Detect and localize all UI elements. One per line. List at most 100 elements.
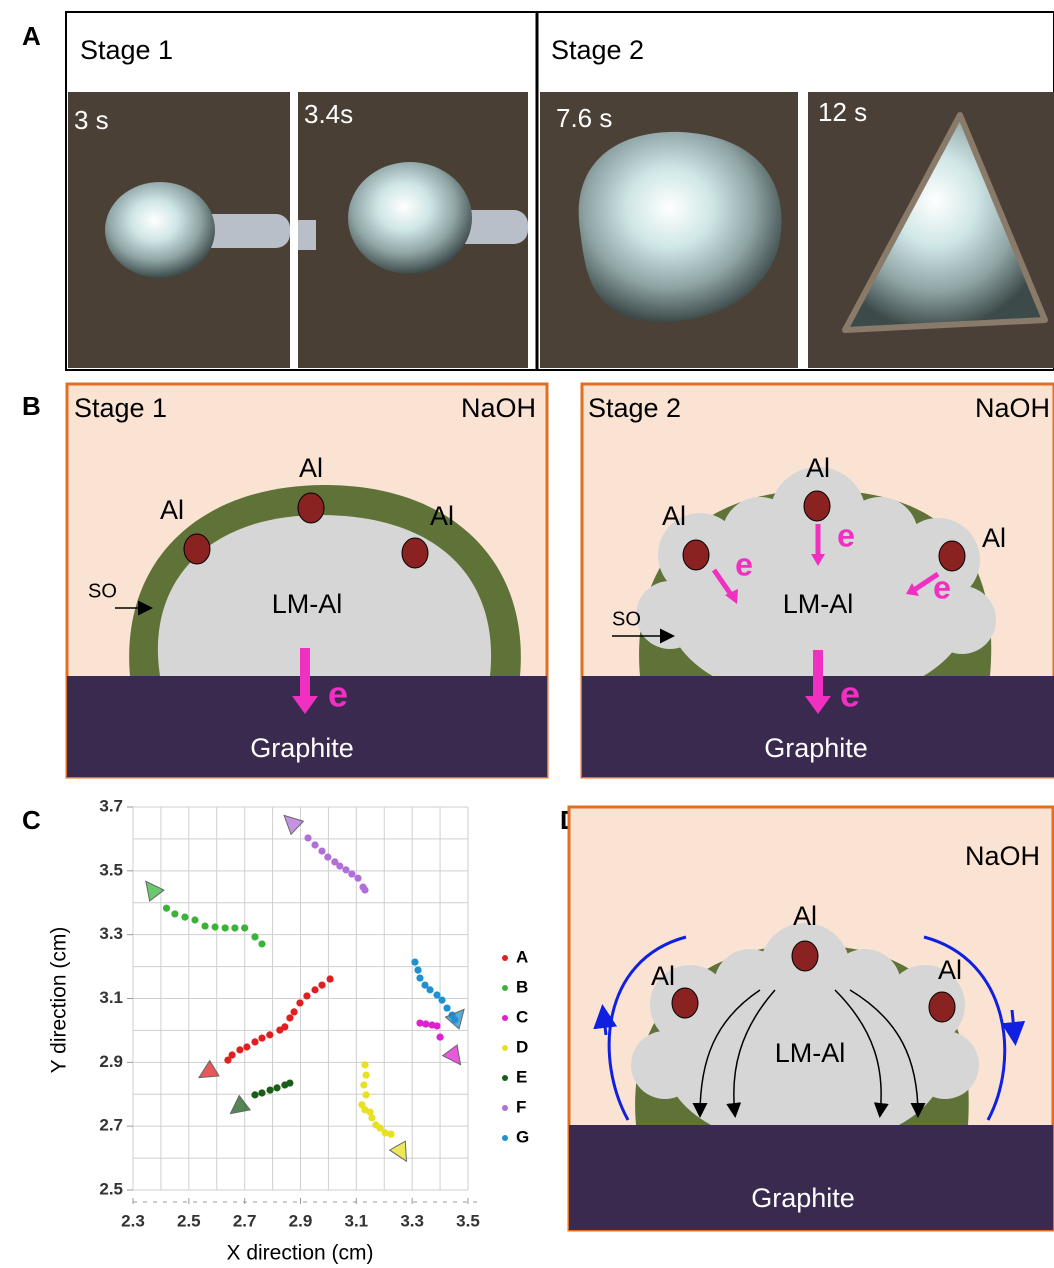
point xyxy=(354,875,361,882)
electron-label: e xyxy=(735,546,753,582)
point xyxy=(304,834,311,841)
direction-arrow xyxy=(194,1061,219,1086)
droplet xyxy=(348,162,472,274)
medium: NaOH xyxy=(461,393,536,423)
legend-label: C xyxy=(516,1007,528,1026)
al-particle xyxy=(298,493,324,523)
core-label: LM-Al xyxy=(272,589,343,619)
point xyxy=(258,940,265,947)
y-tick-label: 3.3 xyxy=(99,924,123,943)
al-label: Al xyxy=(806,453,830,483)
point xyxy=(436,1034,443,1041)
medium: NaOH xyxy=(965,841,1040,871)
point xyxy=(311,986,318,993)
legend-marker xyxy=(502,1045,508,1051)
al-particle xyxy=(939,541,965,571)
medium: NaOH xyxy=(975,393,1050,423)
so-label: SO xyxy=(88,580,117,602)
panel-d: D NaOH Al Al Al LM-Al Graphite xyxy=(560,805,1053,1230)
point xyxy=(229,1051,236,1058)
point xyxy=(222,924,229,931)
panel-b: B Stage 1 NaOH Al Al Al SO LM-Al e Graph… xyxy=(22,384,1054,777)
substrate-label: Graphite xyxy=(764,733,868,763)
al-label: Al xyxy=(430,501,454,531)
point xyxy=(387,1131,394,1138)
al-particle xyxy=(792,941,818,971)
panel-label: A xyxy=(22,21,41,51)
y-tick-label: 3.7 xyxy=(99,796,123,815)
point xyxy=(251,1038,258,1045)
al-particle xyxy=(804,491,830,521)
al-label: Al xyxy=(938,955,962,985)
electron-label: e xyxy=(933,569,951,605)
point xyxy=(318,981,325,988)
point xyxy=(290,1008,297,1015)
stage-title: Stage 2 xyxy=(588,393,681,423)
point xyxy=(163,905,170,912)
legend-marker xyxy=(502,1075,508,1081)
point xyxy=(416,974,423,981)
point xyxy=(411,959,418,966)
stage-title: Stage 2 xyxy=(551,35,644,65)
legend-label: E xyxy=(516,1067,527,1086)
frame-time: 7.6 s xyxy=(556,103,612,133)
point xyxy=(191,916,198,923)
al-label: Al xyxy=(662,501,686,531)
legend-label: A xyxy=(516,947,528,966)
x-tick-label: 2.3 xyxy=(121,1211,145,1230)
x-tick-label: 2.5 xyxy=(177,1211,201,1230)
panel-a: A Stage 1 Stage 2 3 s 3.4s 7.6 s 12 s xyxy=(22,12,1054,370)
point xyxy=(251,1091,258,1098)
al-particle xyxy=(683,540,709,570)
point xyxy=(211,923,218,930)
point xyxy=(414,966,421,973)
al-label: Al xyxy=(982,523,1006,553)
x-tick-label: 3.1 xyxy=(345,1211,369,1230)
legend-marker xyxy=(502,1105,508,1111)
point xyxy=(303,992,310,999)
point xyxy=(326,975,333,982)
point xyxy=(281,1023,288,1030)
direction-arrow xyxy=(443,1045,468,1070)
point xyxy=(273,1084,280,1091)
substrate-label: Graphite xyxy=(751,1183,855,1213)
point xyxy=(363,1091,370,1098)
point xyxy=(361,886,368,893)
point xyxy=(360,1081,367,1088)
point xyxy=(201,922,208,929)
point xyxy=(258,1089,265,1096)
al-label: Al xyxy=(651,961,675,991)
y-axis-title: Y direction (cm) xyxy=(48,927,71,1074)
point xyxy=(433,991,440,998)
legend-label: D xyxy=(516,1037,528,1056)
droplet xyxy=(105,182,215,278)
direction-arrow xyxy=(225,1096,250,1121)
tube xyxy=(298,220,316,250)
electron-label: e xyxy=(328,674,348,715)
so-label: SO xyxy=(612,608,641,630)
point xyxy=(361,1061,368,1068)
point xyxy=(243,1043,250,1050)
substrate-label: Graphite xyxy=(250,733,354,763)
frame-time: 3 s xyxy=(74,105,109,135)
legend-label: F xyxy=(516,1097,526,1116)
legend-label: G xyxy=(516,1127,529,1146)
direction-arrow xyxy=(278,809,303,834)
point xyxy=(342,866,349,873)
x-tick-label: 2.9 xyxy=(289,1211,313,1230)
point xyxy=(422,1020,429,1027)
al-particle xyxy=(402,538,428,568)
core-label: LM-Al xyxy=(783,589,854,619)
point xyxy=(181,914,188,921)
point xyxy=(348,870,355,877)
legend-label: B xyxy=(516,977,528,996)
stage-title: Stage 1 xyxy=(80,35,173,65)
panel-label: C xyxy=(22,805,41,835)
legend-marker xyxy=(502,955,508,961)
frame-time: 3.4s xyxy=(304,99,353,129)
point xyxy=(241,924,248,931)
frame-time: 12 s xyxy=(818,97,867,127)
al-label: Al xyxy=(793,901,817,931)
electron-label: e xyxy=(840,674,860,715)
legend-marker xyxy=(502,1135,508,1141)
